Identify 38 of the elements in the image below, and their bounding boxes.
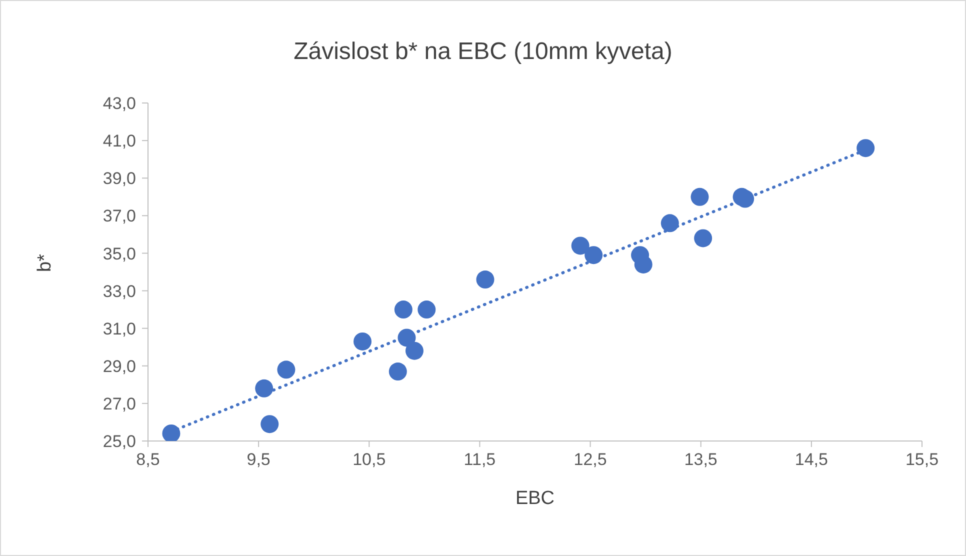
point [405,342,424,360]
point [634,255,652,274]
y-tick-label: 29,0 [102,356,136,376]
y-tick-label: 37,0 [102,206,136,226]
y-tick-label: 39,0 [102,169,136,188]
point [277,360,296,379]
x-tick-label: 15,5 [905,450,939,470]
y-axis-title: b* [34,253,56,272]
point [856,139,875,158]
point [690,188,709,206]
x-tick-label: 12,5 [574,450,607,470]
y-tick-label: 41,0 [102,132,136,151]
point [418,300,436,319]
y-tick-label: 27,0 [102,394,136,414]
x-tick-label: 10,5 [352,450,386,470]
point [584,246,603,264]
y-tick-label: 31,0 [102,319,136,338]
x-tick-label: 13,5 [684,450,718,470]
x-tick-label: 14,5 [794,450,828,470]
point [388,362,407,381]
x-axis-title: EBC [515,488,555,509]
point [476,270,494,289]
point [394,300,412,319]
point [255,379,274,398]
point [354,332,372,350]
x-tick-label: 8,5 [136,450,160,470]
point [571,236,590,255]
point [260,415,279,434]
point [660,214,679,232]
y-tick-label: 43,0 [102,94,136,114]
y-tick-label: 35,0 [102,244,136,264]
chart-title: Závislost b* na EBC (10mm kyveta) [292,38,674,66]
x-tick-label: 11,5 [464,450,496,470]
x-tick-label: 9,5 [246,450,270,470]
point [694,229,712,248]
y-tick-label: 25,0 [102,432,136,452]
y-tick-label: 33,0 [102,282,136,301]
point [162,424,180,441]
